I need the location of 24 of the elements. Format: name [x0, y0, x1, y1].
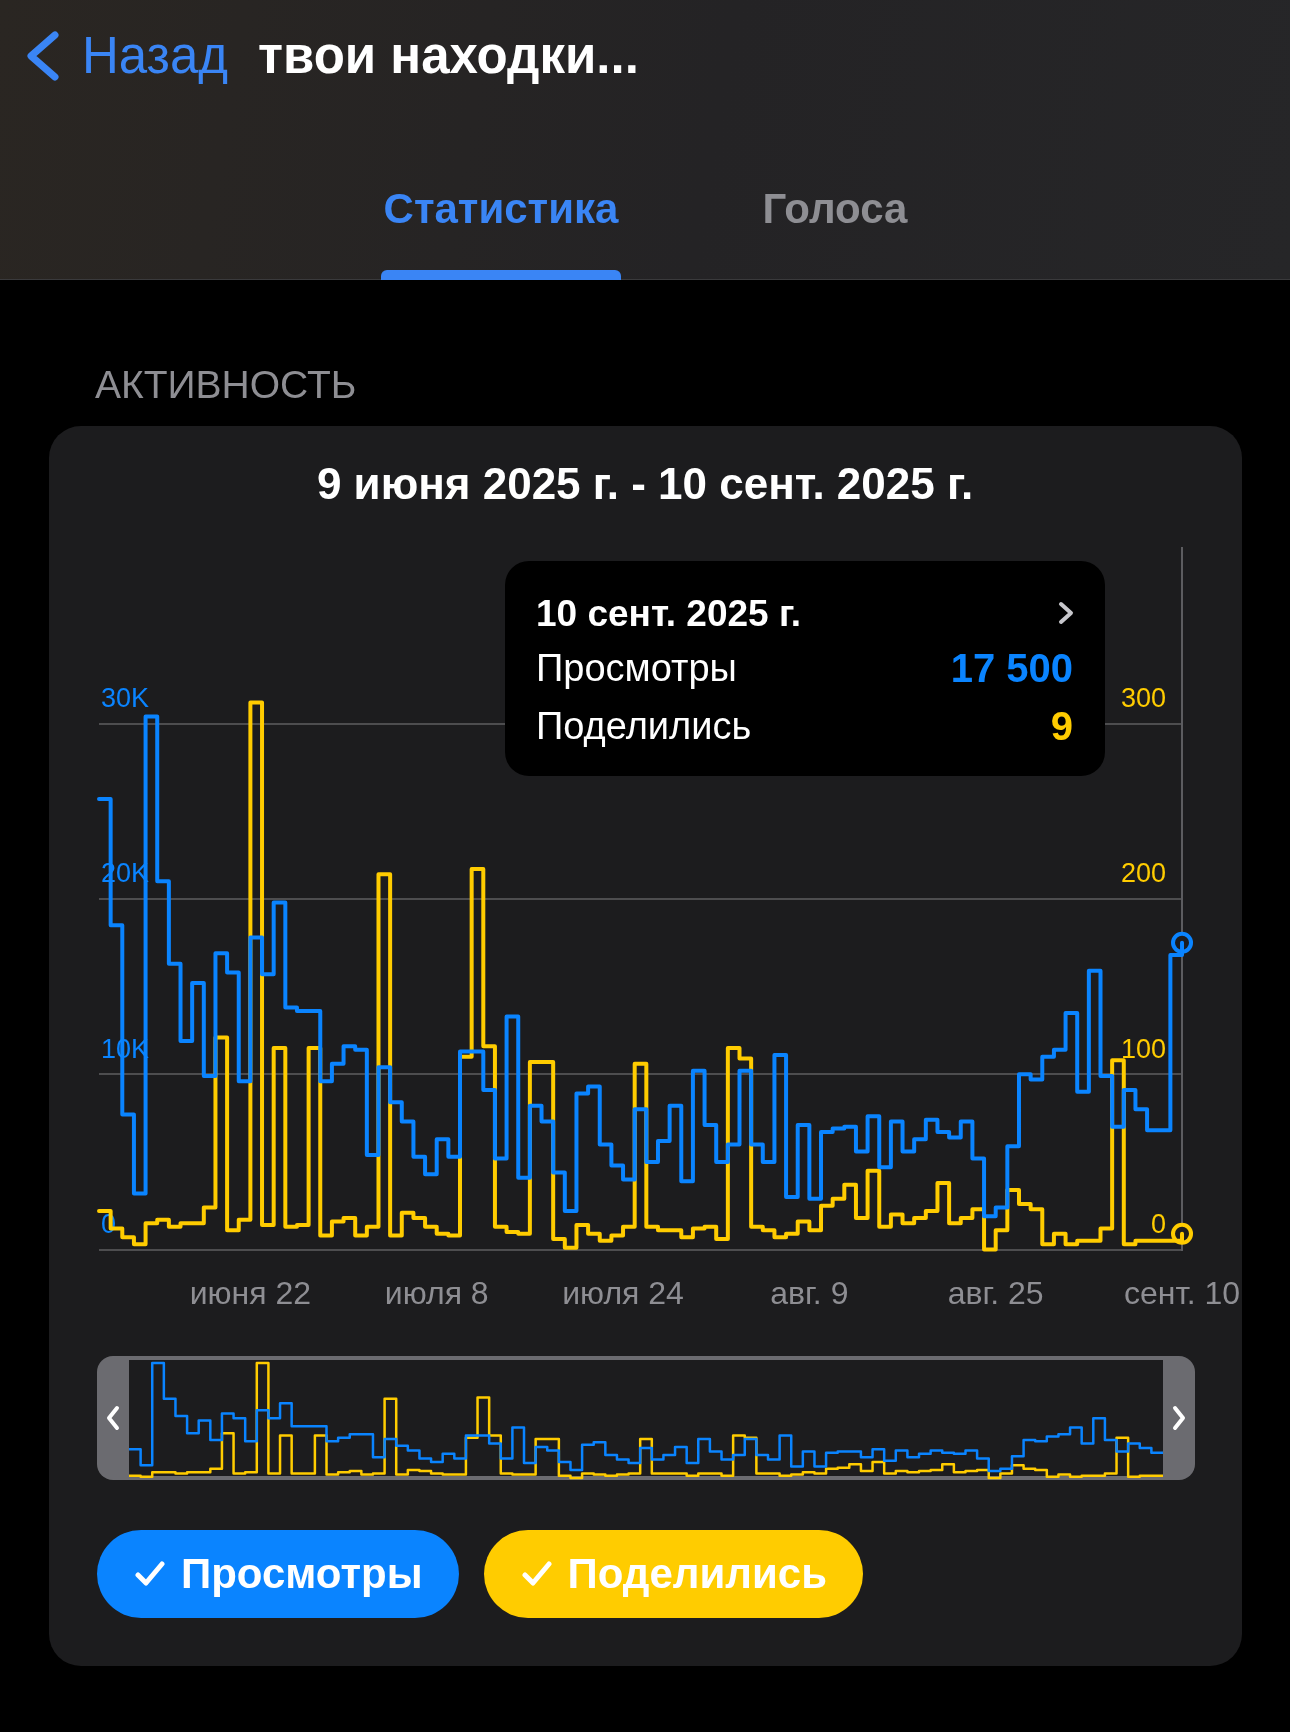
text: Просмотры	[181, 1550, 423, 1597]
text: Назад	[82, 27, 229, 84]
y-tick-label: 30K	[101, 683, 150, 713]
annotation: 9	[1050, 704, 1073, 748]
text: Голоса	[762, 185, 908, 232]
text: Статистика	[383, 185, 619, 232]
x-tick-label: июня 22	[189, 1274, 312, 1311]
annotation: 17 500	[950, 646, 1073, 690]
series-label: Поделились	[567, 1550, 828, 1597]
x-tick-label: июля 24	[562, 1274, 684, 1311]
x-tick-label: авг. 9	[770, 1274, 849, 1311]
x-tick-label: июля 8	[384, 1274, 489, 1311]
x-tick-label: сент. 10	[1124, 1274, 1240, 1311]
annotation: 10 сент. 2025 г.	[536, 593, 801, 634]
chart-title: 9 июня 2025 г. - 10 сент. 2025 г.	[316, 459, 974, 508]
x-tick-label: авг. 25	[947, 1274, 1044, 1311]
annotation: Поделились	[536, 705, 752, 747]
y2-tick-label: 0	[1150, 1209, 1167, 1240]
annotation: Просмотры	[536, 647, 737, 689]
text: твои находки...	[258, 27, 639, 84]
y2-tick-label: 200	[1120, 858, 1167, 889]
y2-tick-label: 300	[1120, 683, 1167, 713]
y2-tick-label: 100	[1120, 1033, 1167, 1064]
text: АКТИВНОСТЬ	[95, 363, 357, 406]
